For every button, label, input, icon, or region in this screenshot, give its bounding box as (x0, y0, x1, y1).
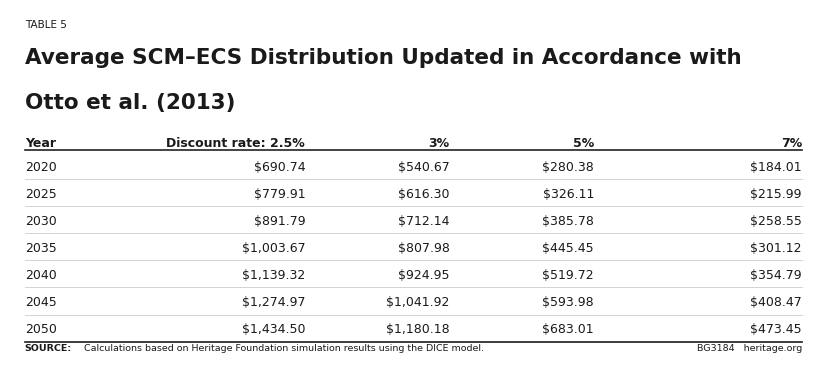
Text: $1,139.32: $1,139.32 (242, 269, 305, 282)
Text: 2030: 2030 (25, 215, 56, 228)
Text: Average SCM–ECS Distribution Updated in Accordance with: Average SCM–ECS Distribution Updated in … (25, 48, 742, 68)
Text: 2020: 2020 (25, 161, 56, 174)
Text: $280.38: $280.38 (542, 161, 594, 174)
Text: $690.74: $690.74 (253, 161, 305, 174)
Text: $445.45: $445.45 (542, 242, 594, 255)
Text: $540.67: $540.67 (398, 161, 450, 174)
Text: TABLE 5: TABLE 5 (25, 20, 67, 30)
Text: $258.55: $258.55 (750, 215, 802, 228)
Text: 2025: 2025 (25, 188, 56, 201)
Text: $1,041.92: $1,041.92 (386, 296, 450, 309)
Text: BG3184   heritage.org: BG3184 heritage.org (696, 344, 802, 353)
Text: $385.78: $385.78 (542, 215, 594, 228)
Text: $301.12: $301.12 (751, 242, 802, 255)
Text: Calculations based on Heritage Foundation simulation results using the DICE mode: Calculations based on Heritage Foundatio… (81, 344, 483, 353)
Text: $1,274.97: $1,274.97 (242, 296, 305, 309)
Text: 2045: 2045 (25, 296, 56, 309)
Text: $683.01: $683.01 (542, 323, 594, 336)
Text: $215.99: $215.99 (751, 188, 802, 201)
Text: 5%: 5% (573, 137, 594, 150)
Text: 7%: 7% (780, 137, 802, 150)
Text: $408.47: $408.47 (750, 296, 802, 309)
Text: $712.14: $712.14 (398, 215, 450, 228)
Text: $473.45: $473.45 (750, 323, 802, 336)
Text: $1,180.18: $1,180.18 (386, 323, 450, 336)
Text: $1,434.50: $1,434.50 (242, 323, 305, 336)
Text: $519.72: $519.72 (542, 269, 594, 282)
Text: Year: Year (25, 137, 56, 150)
Text: 2050: 2050 (25, 323, 57, 336)
Text: 3%: 3% (428, 137, 450, 150)
Text: $616.30: $616.30 (398, 188, 450, 201)
Text: 2040: 2040 (25, 269, 56, 282)
Text: SOURCE:: SOURCE: (25, 344, 72, 353)
Text: $807.98: $807.98 (398, 242, 450, 255)
Text: Discount rate: 2.5%: Discount rate: 2.5% (167, 137, 305, 150)
Text: $924.95: $924.95 (398, 269, 450, 282)
Text: $891.79: $891.79 (253, 215, 305, 228)
Text: $354.79: $354.79 (750, 269, 802, 282)
Text: $184.01: $184.01 (750, 161, 802, 174)
Text: $593.98: $593.98 (542, 296, 594, 309)
Text: $1,003.67: $1,003.67 (242, 242, 305, 255)
Text: Otto et al. (2013): Otto et al. (2013) (25, 92, 235, 112)
Text: 2035: 2035 (25, 242, 56, 255)
Text: $326.11: $326.11 (543, 188, 594, 201)
Text: $779.91: $779.91 (253, 188, 305, 201)
